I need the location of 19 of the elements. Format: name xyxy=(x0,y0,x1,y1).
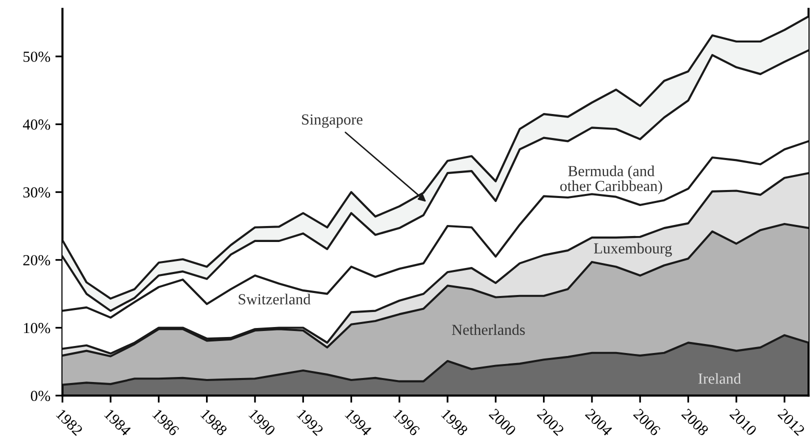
x-tick-label: 1996 xyxy=(392,408,420,436)
series-label: Luxembourg xyxy=(594,242,672,257)
annotation: Singapore xyxy=(302,114,362,128)
x-tick-label: 1988 xyxy=(200,408,228,436)
x-tick-label: 1998 xyxy=(440,408,468,436)
series-label: Switzerland xyxy=(238,294,311,304)
y-tick-label: 40% xyxy=(22,119,50,130)
y-tick-label: 10% xyxy=(24,322,50,334)
x-tick-label: 1984 xyxy=(104,408,132,436)
series-label: Ireland xyxy=(698,373,741,384)
series-label: Bermuda (and other Caribbean) xyxy=(560,165,662,194)
x-tick-label: 1990 xyxy=(248,408,276,436)
y-tick-label: 30% xyxy=(23,187,50,198)
x-tick-label: 1994 xyxy=(344,408,372,436)
x-tick-label: 1986 xyxy=(152,408,180,436)
y-tick-label: 50% xyxy=(24,52,50,62)
y-tick-label: 20% xyxy=(23,255,50,266)
series-label: Netherlands xyxy=(452,324,525,335)
y-tick-label: 0% xyxy=(30,390,50,402)
